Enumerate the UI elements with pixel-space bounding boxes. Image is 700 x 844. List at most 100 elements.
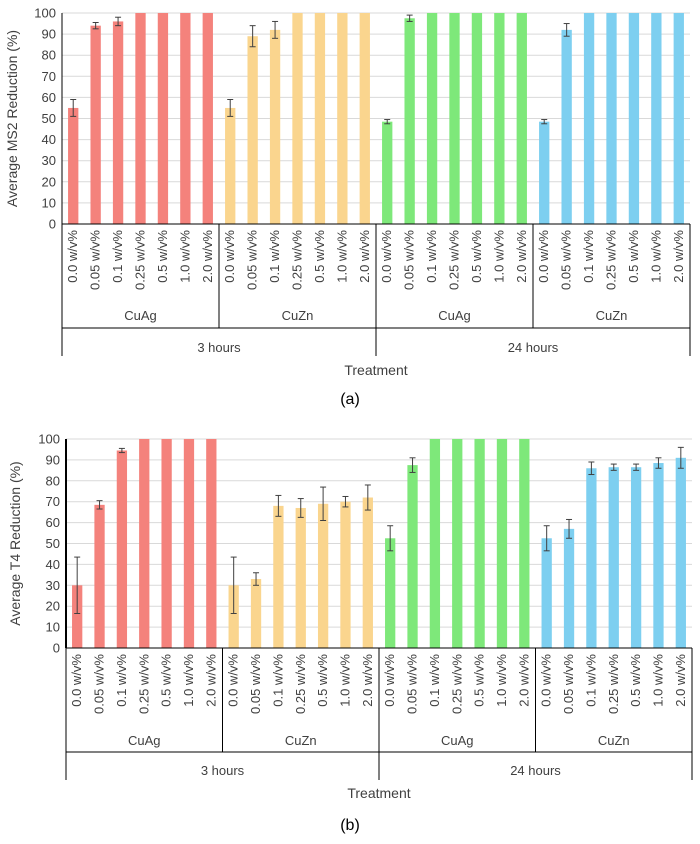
x-category-label: 0.0 w/v%	[226, 654, 241, 707]
x-category-label: 0.0 w/v%	[539, 654, 554, 707]
bar	[68, 107, 79, 224]
y-tick-label: 50	[42, 111, 56, 126]
x-category-label: 1.0 w/v%	[337, 654, 352, 707]
x-category-label: 0.5 w/v%	[472, 654, 487, 707]
x-category-label: 0.25 w/v%	[606, 654, 621, 714]
bar	[426, 13, 438, 224]
group-label: CuZn	[598, 733, 630, 748]
bar	[630, 467, 642, 648]
bar	[292, 13, 303, 224]
bar	[471, 13, 483, 224]
x-category-label: 2.0 w/v%	[671, 230, 686, 283]
x-category-label: 1.0 w/v%	[494, 654, 509, 707]
x-axis-title: Treatment	[344, 362, 407, 378]
y-tick-label: 30	[46, 578, 60, 593]
x-category-label: 0.5 w/v%	[159, 654, 174, 707]
x-category-label: 1.0 w/v%	[491, 230, 506, 283]
bar	[112, 21, 124, 224]
x-category-label: 0.5 w/v%	[469, 230, 484, 283]
chart-panel-a: 0 10 20 30 40 50 60 70 80 90 100 Average MS2 Reduct…	[4, 6, 691, 408]
bar	[273, 505, 284, 648]
bar	[180, 13, 191, 224]
x-category-label: 2.0 w/v%	[673, 654, 688, 707]
x-category-label: 0.25 w/v%	[449, 654, 464, 714]
x-category-label: 1.0 w/v%	[177, 230, 192, 283]
x-category-label: 0.05 w/v%	[405, 654, 420, 714]
y-axis-title: Average MS2 Reduction (%)	[4, 30, 20, 207]
y-tick-label: 70	[42, 69, 56, 84]
x-category-label: 0.5 w/v%	[312, 230, 327, 283]
x-category-label: 2.0 w/v%	[514, 230, 529, 283]
bar	[317, 503, 329, 648]
x-category-label: 0.1 w/v%	[427, 654, 442, 707]
bar	[628, 13, 640, 224]
x-category-label: 0.0 w/v%	[382, 654, 397, 707]
bar	[116, 450, 128, 648]
x-category-label: 0.0 w/v%	[536, 230, 551, 283]
bar	[295, 507, 306, 648]
bar	[452, 439, 463, 648]
bar	[519, 439, 530, 648]
y-tick-label: 20	[46, 599, 60, 614]
bar	[404, 18, 415, 225]
bar	[314, 13, 326, 224]
x-category-label: 0.25 w/v%	[293, 654, 308, 714]
y-tick-label: 90	[42, 27, 56, 42]
x-category-label: 0.05 w/v%	[92, 654, 107, 714]
x-category-label: 0.25 w/v%	[133, 230, 148, 290]
time-label: 24 hours	[510, 763, 561, 778]
bar	[139, 439, 150, 648]
x-category-label: 2.0 w/v%	[203, 654, 218, 707]
x-category-label: 0.1 w/v%	[583, 654, 598, 707]
y-tick-label: 0	[49, 217, 56, 232]
x-category-label: 0.5 w/v%	[626, 230, 641, 283]
bar	[90, 25, 101, 224]
x-category-label: 0.1 w/v%	[114, 654, 129, 707]
bar	[94, 504, 105, 648]
panel-caption: (a)	[340, 391, 360, 408]
x-category-label: 0.5 w/v%	[628, 654, 643, 707]
bar	[673, 13, 684, 224]
x-category-label: 0.1 w/v%	[110, 230, 125, 283]
y-tick-label: 10	[42, 195, 56, 210]
y-tick-label: 90	[46, 452, 60, 467]
bar	[247, 36, 258, 225]
y-tick-label: 30	[42, 153, 56, 168]
bar	[183, 439, 195, 648]
bar	[494, 13, 505, 224]
x-category-label: 0.25 w/v%	[447, 230, 462, 290]
bar	[586, 468, 597, 648]
x-category-label: 0.5 w/v%	[155, 230, 170, 283]
group-label: CuAg	[438, 308, 471, 323]
bar	[608, 467, 619, 648]
x-category-label: 0.0 w/v%	[379, 230, 394, 283]
bar	[337, 13, 348, 224]
time-label: 3 hours	[197, 340, 241, 355]
x-category-label: 0.05 w/v%	[561, 654, 576, 714]
bar	[539, 121, 550, 224]
bar	[250, 579, 262, 648]
y-tick-label: 80	[46, 473, 60, 488]
y-tick-label: 100	[34, 6, 56, 21]
bar	[157, 13, 169, 224]
x-category-label: 0.0 w/v%	[65, 230, 80, 283]
bar	[382, 121, 393, 224]
y-tick-label: 40	[42, 132, 56, 147]
time-label: 3 hours	[201, 763, 245, 778]
bar	[362, 497, 373, 648]
bar	[72, 585, 83, 648]
bar	[269, 29, 281, 224]
group-label: CuAg	[441, 733, 474, 748]
x-category-label: 0.1 w/v%	[581, 230, 596, 283]
x-category-label: 0.05 w/v%	[248, 654, 263, 714]
x-category-label: 1.0 w/v%	[648, 230, 663, 283]
y-axis-title: Average T4 Reduction (%)	[7, 461, 23, 625]
x-category-label: 1.0 w/v%	[334, 230, 349, 283]
x-category-label: 1.0 w/v%	[181, 654, 196, 707]
bar	[407, 465, 418, 648]
x-category-label: 0.25 w/v%	[604, 230, 619, 290]
bar	[429, 439, 441, 648]
x-category-label: 0.05 w/v%	[559, 230, 574, 290]
x-category-label: 0.25 w/v%	[290, 230, 305, 290]
bar	[516, 13, 527, 224]
